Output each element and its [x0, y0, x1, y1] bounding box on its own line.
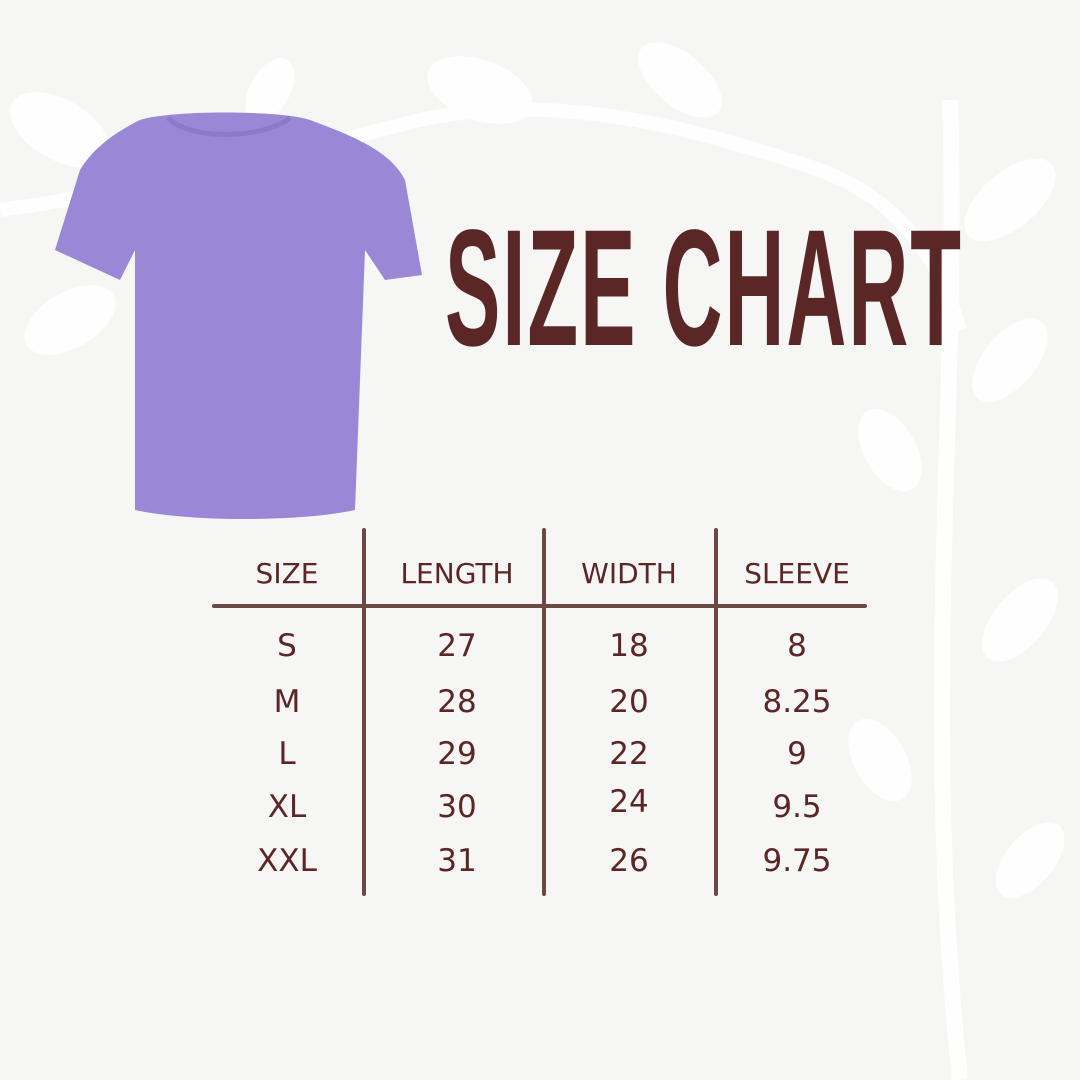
table-cell: 26	[609, 843, 649, 879]
table-cell: S	[277, 628, 297, 664]
table-cell: 31	[437, 843, 477, 879]
table-cell: 30	[437, 789, 477, 825]
table-cell: 9	[787, 736, 807, 772]
column-divider	[542, 528, 546, 896]
table-cell: 9.5	[772, 789, 822, 825]
table-cell: 22	[609, 736, 649, 772]
column-header: SIZE	[255, 557, 319, 590]
purple-tshirt-image	[55, 112, 422, 519]
table-cell: M	[273, 684, 301, 720]
header-divider	[212, 604, 867, 608]
table-cell: L	[278, 736, 296, 772]
page-title: SIZE CHART	[445, 196, 963, 381]
column-header: LENGTH	[400, 557, 514, 590]
column-divider	[362, 528, 366, 896]
column-header: WIDTH	[581, 557, 677, 590]
table-cell: 20	[609, 684, 649, 720]
column-divider	[714, 528, 718, 896]
table-cell: XXL	[257, 843, 317, 879]
table-cell: 24	[609, 784, 649, 820]
column-header: SLEEVE	[744, 557, 850, 590]
table-cell: 8.25	[762, 684, 832, 720]
table-cell: 9.75	[762, 843, 832, 879]
table-cell: XL	[267, 789, 307, 825]
table-cell: 18	[609, 628, 649, 664]
table-cell: 29	[437, 736, 477, 772]
table-cell: 8	[787, 628, 807, 664]
table-cell: 27	[437, 628, 477, 664]
table-cell: 28	[437, 684, 477, 720]
